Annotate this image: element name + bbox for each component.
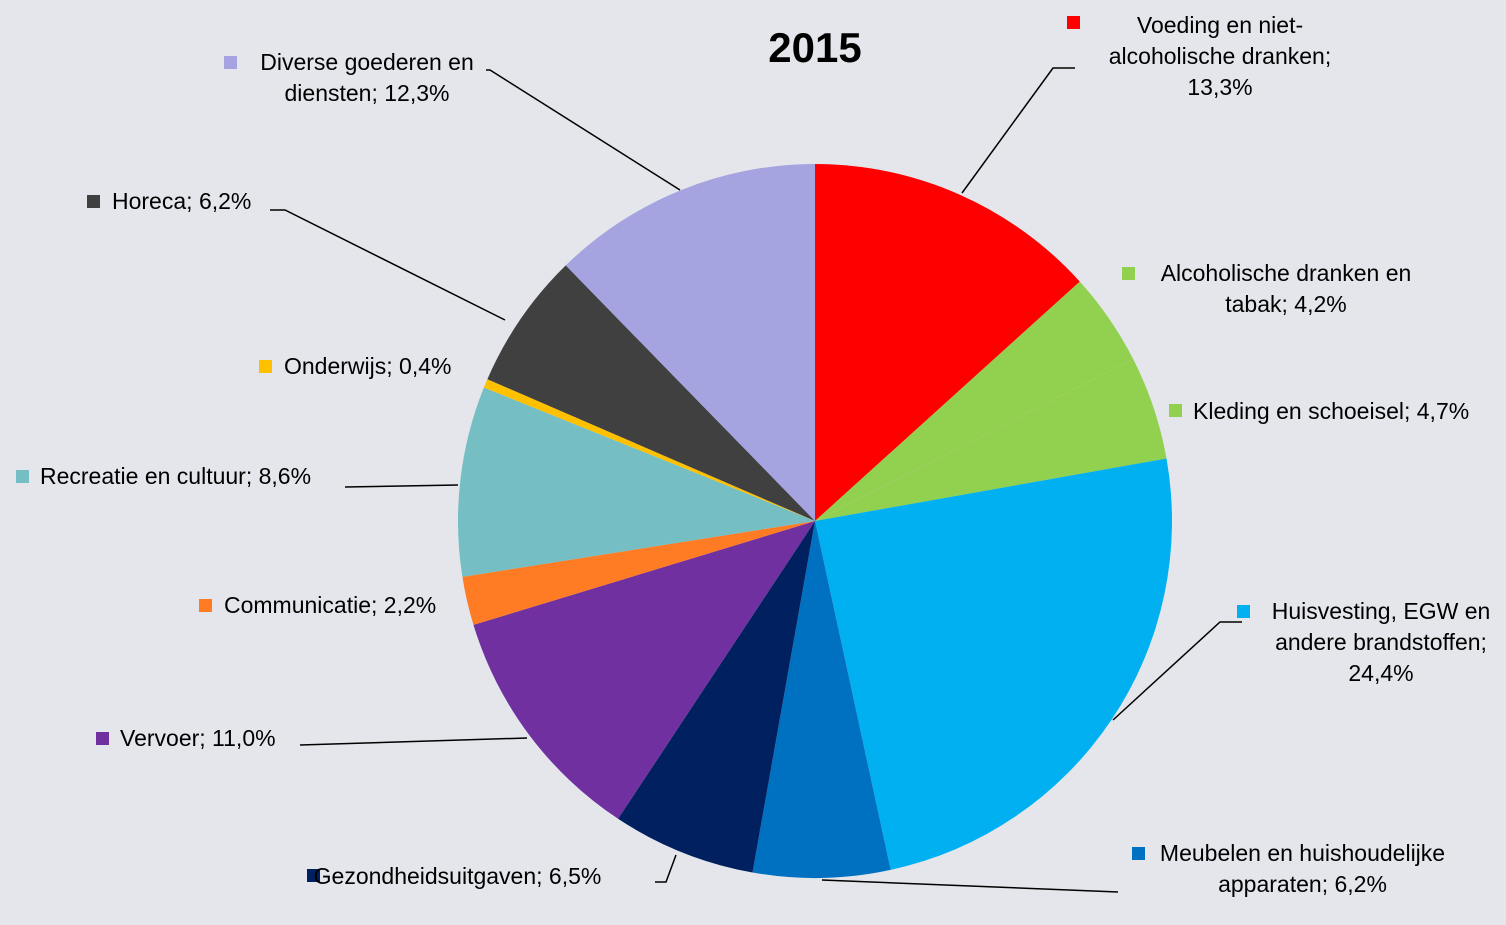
separator: ; <box>1480 629 1487 655</box>
value-label: 4,2% <box>1294 291 1347 317</box>
leader-line <box>344 484 459 488</box>
value-label: 4,7% <box>1416 398 1470 424</box>
legend-marker <box>259 360 272 373</box>
slice-label: Voeding en niet-alcoholische dranken; 13… <box>1080 10 1360 103</box>
slice-label: Huisvesting, EGW en andere brandstoffen;… <box>1250 596 1506 689</box>
separator: ; <box>1321 871 1335 897</box>
legend-marker <box>96 732 109 745</box>
slice-label: Alcoholische dranken en tabak; 4,2% <box>1140 258 1432 320</box>
pie-slice <box>618 521 815 873</box>
pie-slice <box>458 387 815 577</box>
slice-label: Diverse goederen en diensten; 12,3% <box>236 47 498 109</box>
leader-line <box>1112 621 1242 721</box>
category: Horeca <box>112 188 187 214</box>
value-label: 8,6% <box>258 463 312 489</box>
leader-line <box>961 67 1075 194</box>
pie-slice <box>473 521 815 819</box>
pie-slice <box>815 458 1173 870</box>
pie-slice <box>462 521 815 625</box>
slice-label: Vervoer; 11,0% <box>120 723 420 754</box>
legend-marker <box>1237 605 1250 618</box>
legend-marker <box>1132 847 1145 860</box>
separator: ; <box>386 353 400 379</box>
value-label: 24,4% <box>1348 660 1414 686</box>
separator: ; <box>536 863 549 889</box>
value-label: 6,2% <box>1334 871 1387 897</box>
category: Kleding en schoeisel <box>1193 398 1404 424</box>
slice-label: Horeca; 6,2% <box>112 186 412 217</box>
legend-marker <box>87 195 100 208</box>
pie-slice <box>752 521 891 878</box>
category: Alcoholische dranken en tabak <box>1160 260 1412 317</box>
slice-label: Kleding en schoeisel; 4,7% <box>1193 396 1506 427</box>
category: Communicatie <box>224 592 371 618</box>
legend-marker <box>16 470 29 483</box>
slice-label: Recreatie en cultuur; 8,6% <box>40 461 360 492</box>
separator: ; <box>1403 398 1417 424</box>
value-label: 6,5% <box>548 863 602 889</box>
leader-line <box>486 69 681 191</box>
category: Meubelen en huishoudelijke apparaten <box>1159 840 1446 897</box>
value-label: 0,4% <box>399 353 452 379</box>
category: Gezondheidsuitgaven <box>313 863 537 889</box>
leader-line <box>655 854 677 883</box>
slice-label: Meubelen en huishoudelijke apparaten; 6,… <box>1140 838 1465 900</box>
legend-marker <box>199 599 212 612</box>
pie-slice <box>815 358 1167 521</box>
separator: ; <box>371 80 385 106</box>
value-label: 6,2% <box>198 188 252 214</box>
legend-marker <box>1067 16 1080 29</box>
pie-slice <box>487 265 815 521</box>
category: Huisvesting, EGW en andere brandstoffen <box>1271 598 1491 655</box>
value-label: 11,0% <box>212 725 276 751</box>
separator: ; <box>1281 291 1295 317</box>
legend-marker <box>1169 404 1182 417</box>
legend-marker <box>1122 267 1135 280</box>
value-label: 2,2% <box>383 592 437 618</box>
slice-label: Onderwijs; 0,4% <box>284 351 584 382</box>
legend-marker <box>307 869 320 882</box>
slice-label: Communicatie; 2,2% <box>224 590 524 621</box>
category: Diverse goederen en diensten <box>260 49 474 106</box>
leader-line <box>821 879 1119 893</box>
pie-slice <box>565 164 815 521</box>
leader-line <box>299 737 528 746</box>
pie-slice <box>483 379 815 521</box>
value-label: 12,3% <box>384 80 450 106</box>
category: Onderwijs <box>284 353 387 379</box>
separator: ; <box>199 725 213 751</box>
separator: ; <box>245 463 259 489</box>
leader-line <box>270 209 506 321</box>
slice-label: Gezondheidsuitgaven; 6,5% <box>305 861 610 892</box>
pie-slice <box>815 281 1134 521</box>
separator: ; <box>371 592 384 618</box>
category: Voeding en niet-alcoholische dranken <box>1108 12 1325 69</box>
legend-marker <box>224 56 237 69</box>
category: Recreatie en cultuur <box>40 463 246 489</box>
value-label: 13,3% <box>1187 74 1253 100</box>
separator: ; <box>186 188 199 214</box>
pie-slice <box>815 164 1080 521</box>
chart-title: 2015 <box>768 24 862 71</box>
separator: ; <box>1324 43 1332 69</box>
category: Vervoer <box>120 725 200 751</box>
